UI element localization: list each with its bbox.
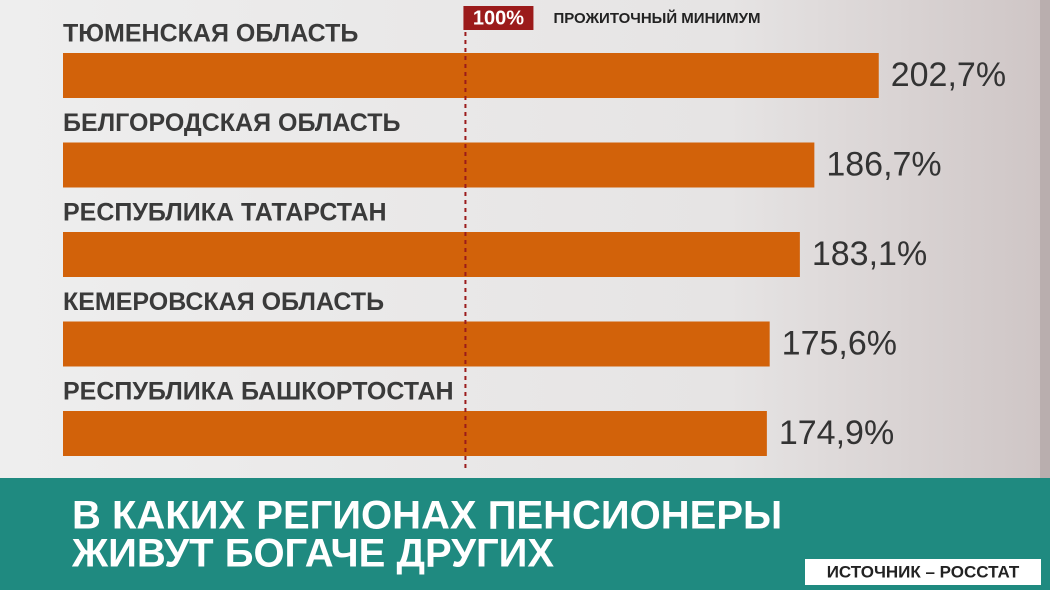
reference-text: ПРОЖИТОЧНЫЙ МИНИМУМ (553, 9, 760, 27)
category-label: ТЮМЕНСКАЯ ОБЛАСТЬ (63, 20, 358, 48)
reference-label: 100% (473, 7, 524, 29)
value-label: 174,9% (779, 414, 894, 452)
bar (63, 321, 770, 367)
bar (63, 142, 815, 188)
value-label: 186,7% (826, 145, 941, 183)
category-label: КЕМЕРОВСКАЯ ОБЛАСТЬ (63, 288, 384, 316)
category-label: РЕСПУБЛИКА БАШКОРТОСТАН (63, 378, 454, 406)
source-box (805, 559, 1041, 585)
title-line: В КАКИХ РЕГИОНАХ ПЕНСИОНЕРЫ (72, 494, 782, 538)
source: ИСТОЧНИК – РОССТАТ (827, 562, 1020, 581)
bar (63, 53, 879, 98)
value-label: 183,1% (812, 235, 927, 273)
category-label: БЕЛГОРОДСКАЯ ОБЛАСТЬ (63, 109, 400, 137)
reference-label-box (463, 6, 534, 30)
bar (63, 411, 767, 456)
bar (63, 232, 800, 277)
value-label: 175,6% (782, 324, 897, 362)
title-line: ЖИВУТ БОГАЧЕ ДРУГИХ (71, 532, 554, 576)
category-label: РЕСПУБЛИКА ТАТАРСТАН (63, 199, 387, 227)
value-label: 202,7% (891, 56, 1006, 94)
